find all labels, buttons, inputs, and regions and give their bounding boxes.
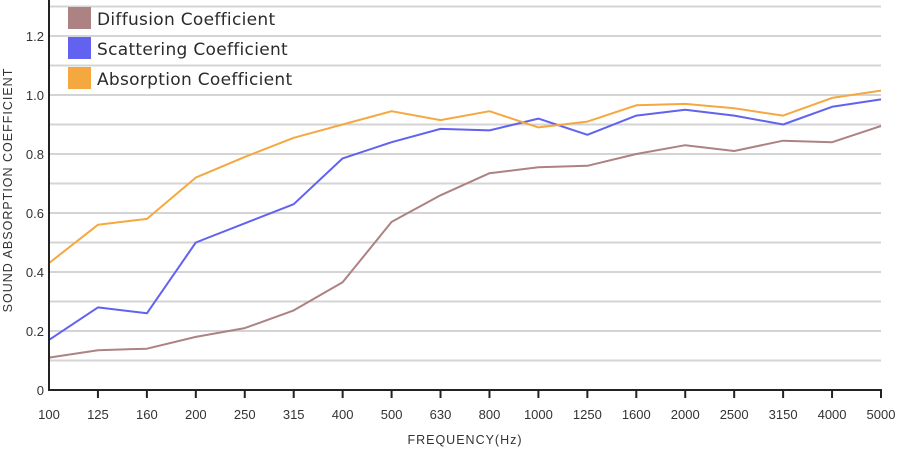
x-axis-title: FREQUENCY(Hz) [407, 433, 522, 447]
x-tick-label: 1250 [573, 407, 602, 422]
legend-label: Diffusion Coefficient [97, 10, 275, 30]
x-tick-label: 500 [381, 407, 403, 422]
legend-label: Scattering Coefficient [97, 40, 288, 60]
series-line-scattering-coefficient [48, 98, 882, 341]
x-tick-label: 400 [332, 407, 354, 422]
legend-swatch [68, 37, 91, 59]
y-tick-label: 0.2 [26, 324, 44, 339]
series-lines [48, 89, 882, 359]
y-tick-label: 0.4 [26, 265, 44, 280]
x-tick-label: 800 [479, 407, 501, 422]
legend-swatch [68, 67, 91, 89]
series-line-diffusion-coefficient [48, 125, 882, 359]
y-tick-labels: 0 0.2 0.4 0.6 0.8 1.0 1.2 [26, 29, 44, 398]
x-tick-label: 2000 [671, 407, 700, 422]
y-tick-label: 1.2 [26, 29, 44, 44]
y-tick-label: 0 [37, 383, 44, 398]
x-tick-label: 315 [283, 407, 305, 422]
x-tick-label: 250 [234, 407, 256, 422]
legend: Diffusion Coefficient Scattering Coeffici… [68, 7, 292, 90]
gridlines [50, 5, 881, 362]
y-tick-label: 1.0 [26, 88, 44, 103]
x-tick-label: 200 [185, 407, 207, 422]
y-tick-label: 0.8 [26, 147, 44, 162]
y-axis-title: SOUND ABSORPTION COEFFICIENT [1, 68, 15, 313]
x-tick-label: 160 [136, 407, 158, 422]
legend-label: Absorption Coefficient [97, 70, 292, 90]
x-tick-label: 4000 [818, 407, 847, 422]
x-tick-label: 5000 [867, 407, 896, 422]
legend-swatch [68, 7, 91, 29]
series-line-absorption-coefficient [48, 89, 882, 264]
x-tick-label: 3150 [769, 407, 798, 422]
x-tick-label: 2500 [720, 407, 749, 422]
x-tick-label: 125 [87, 407, 109, 422]
x-tick-label: 100 [38, 407, 60, 422]
axes [48, 0, 882, 391]
y-tick-label: 0.6 [26, 206, 44, 221]
x-ticks: 100 125 160 200 250 315 400 500 630 800 1000 1250 16… [38, 390, 895, 422]
x-tick-label: 1000 [524, 407, 553, 422]
x-tick-label: 1600 [622, 407, 651, 422]
x-tick-label: 630 [430, 407, 452, 422]
